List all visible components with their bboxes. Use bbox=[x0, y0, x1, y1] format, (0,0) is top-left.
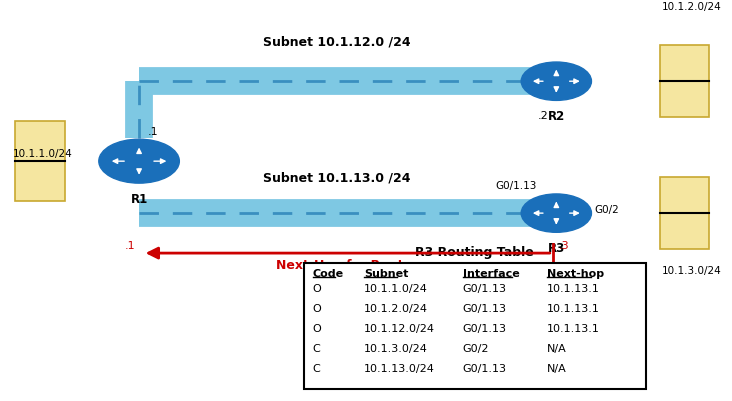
Text: .3: .3 bbox=[559, 240, 569, 250]
Text: R3 Routing Table: R3 Routing Table bbox=[415, 246, 534, 259]
Bar bbox=[660, 46, 709, 118]
Text: 10.1.3.0/24: 10.1.3.0/24 bbox=[364, 343, 427, 353]
Text: 10.1.13.1: 10.1.13.1 bbox=[547, 323, 600, 333]
Text: R1: R1 bbox=[130, 192, 148, 205]
Text: Next-hop: Next-hop bbox=[547, 268, 604, 278]
Text: R3: R3 bbox=[548, 241, 565, 255]
Text: .1: .1 bbox=[124, 240, 135, 250]
Text: 10.1.1.0/24: 10.1.1.0/24 bbox=[364, 284, 427, 294]
Text: 10.1.1.0/24: 10.1.1.0/24 bbox=[13, 149, 73, 159]
Text: Subnet 10.1.12.0 /24: Subnet 10.1.12.0 /24 bbox=[263, 35, 411, 48]
Text: Next-Hop for Routes: Next-Hop for Routes bbox=[276, 258, 419, 271]
Text: C: C bbox=[313, 363, 321, 373]
Text: R2: R2 bbox=[548, 110, 565, 123]
Text: 10.1.12.0/24: 10.1.12.0/24 bbox=[364, 323, 435, 333]
Text: 10.1.2.0/24: 10.1.2.0/24 bbox=[364, 303, 427, 313]
Circle shape bbox=[521, 194, 591, 233]
Text: N/A: N/A bbox=[547, 363, 567, 373]
Text: 10.1.13.1: 10.1.13.1 bbox=[547, 303, 600, 313]
Text: 10.1.13.1: 10.1.13.1 bbox=[547, 284, 600, 294]
Text: Code: Code bbox=[313, 268, 344, 278]
Bar bbox=[15, 122, 65, 202]
Bar bbox=[660, 178, 709, 249]
Text: G0/1.13: G0/1.13 bbox=[463, 284, 507, 294]
Text: C: C bbox=[313, 343, 321, 353]
Text: G0/1.13: G0/1.13 bbox=[463, 323, 507, 333]
Circle shape bbox=[521, 63, 591, 101]
Text: Interface: Interface bbox=[463, 268, 520, 278]
Text: G0/1.13: G0/1.13 bbox=[463, 363, 507, 373]
Circle shape bbox=[99, 140, 179, 184]
Text: Subnet: Subnet bbox=[364, 268, 408, 278]
Text: G0/2: G0/2 bbox=[594, 205, 619, 215]
Text: N/A: N/A bbox=[547, 343, 567, 353]
Text: O: O bbox=[313, 323, 321, 333]
Bar bbox=[304, 263, 646, 389]
Text: .2: .2 bbox=[538, 111, 549, 121]
Text: O: O bbox=[313, 303, 321, 313]
Text: G0/1.13: G0/1.13 bbox=[496, 180, 537, 190]
Text: .1: .1 bbox=[148, 127, 159, 137]
Text: 10.1.3.0/24: 10.1.3.0/24 bbox=[662, 265, 722, 275]
Text: 10.1.13.0/24: 10.1.13.0/24 bbox=[364, 363, 435, 373]
Text: G0/1.13: G0/1.13 bbox=[463, 303, 507, 313]
Text: 10.1.2.0/24: 10.1.2.0/24 bbox=[662, 2, 722, 12]
Text: O: O bbox=[313, 284, 321, 294]
Text: G0/2: G0/2 bbox=[463, 343, 489, 353]
Text: Subnet 10.1.13.0 /24: Subnet 10.1.13.0 /24 bbox=[263, 171, 411, 184]
